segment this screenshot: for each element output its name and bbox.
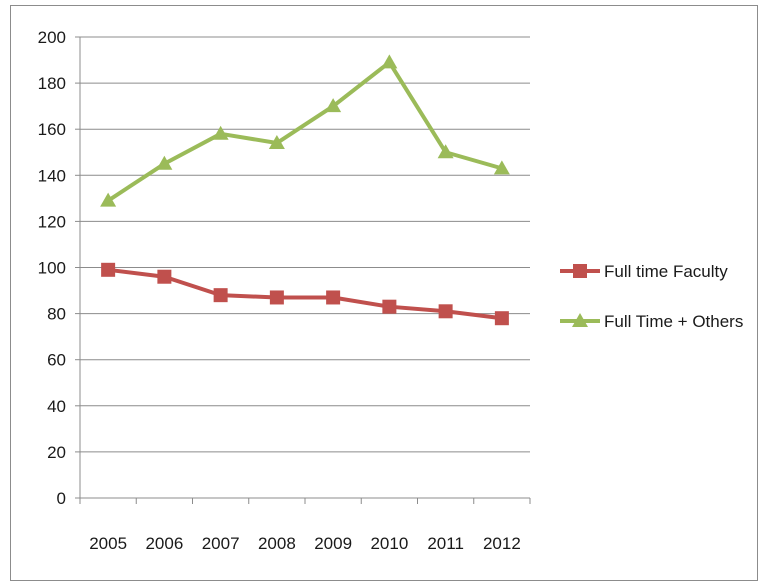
data-point-square	[326, 290, 341, 305]
y-tick-label: 180	[38, 74, 66, 93]
data-point-square	[157, 269, 172, 284]
data-point-square	[382, 299, 397, 314]
x-tick-label: 2008	[258, 534, 296, 553]
data-point-triangle	[212, 125, 229, 140]
legend-label: Full Time + Others	[604, 312, 743, 331]
y-tick-label: 80	[47, 305, 66, 324]
legend-label: Full time Faculty	[604, 262, 728, 281]
series-line-1	[107, 267, 503, 321]
data-point-triangle	[268, 135, 285, 150]
data-point-square	[213, 288, 228, 303]
legend-marker-square	[573, 264, 587, 278]
data-point-square	[101, 262, 116, 277]
y-tick-label: 140	[38, 166, 66, 185]
data-point-square	[269, 290, 284, 305]
series-layer	[100, 54, 510, 326]
legend-marker-triangle	[572, 313, 588, 327]
gridlines	[80, 36, 530, 453]
data-point-triangle	[437, 144, 454, 159]
x-tick-label: 2011	[427, 534, 464, 553]
data-point-triangle	[100, 192, 117, 207]
x-tick-label: 2009	[314, 534, 352, 553]
data-point-square	[494, 311, 509, 326]
y-tick-label: 20	[47, 443, 66, 462]
y-tick-label: 160	[38, 120, 66, 139]
y-tick-label: 40	[47, 397, 66, 416]
x-tick-label: 2010	[370, 534, 408, 553]
y-tick-label: 60	[47, 351, 66, 370]
data-point-square	[438, 304, 453, 319]
x-tick-label: 2007	[202, 534, 240, 553]
x-tick-label: 2006	[145, 534, 183, 553]
data-point-triangle	[325, 98, 342, 113]
x-axis: 2005 2006 2007 2008 2009 2010 2011 2012	[79, 497, 531, 553]
data-point-triangle	[493, 160, 510, 175]
y-tick-label: 200	[38, 28, 66, 47]
y-axis: 0 20 40 60 80 100 120 140 160 180 200	[38, 28, 81, 508]
chart-frame	[10, 5, 758, 581]
data-point-triangle	[381, 54, 398, 69]
x-tick-label: 2012	[483, 534, 521, 553]
legend: Full time Faculty Full Time + Others	[560, 262, 743, 331]
x-tick-label: 2005	[89, 534, 127, 553]
series-line-2	[107, 60, 503, 203]
y-tick-label: 100	[38, 259, 66, 278]
y-tick-label: 0	[57, 489, 66, 508]
data-point-triangle	[156, 155, 173, 170]
y-tick-label: 120	[38, 212, 66, 231]
